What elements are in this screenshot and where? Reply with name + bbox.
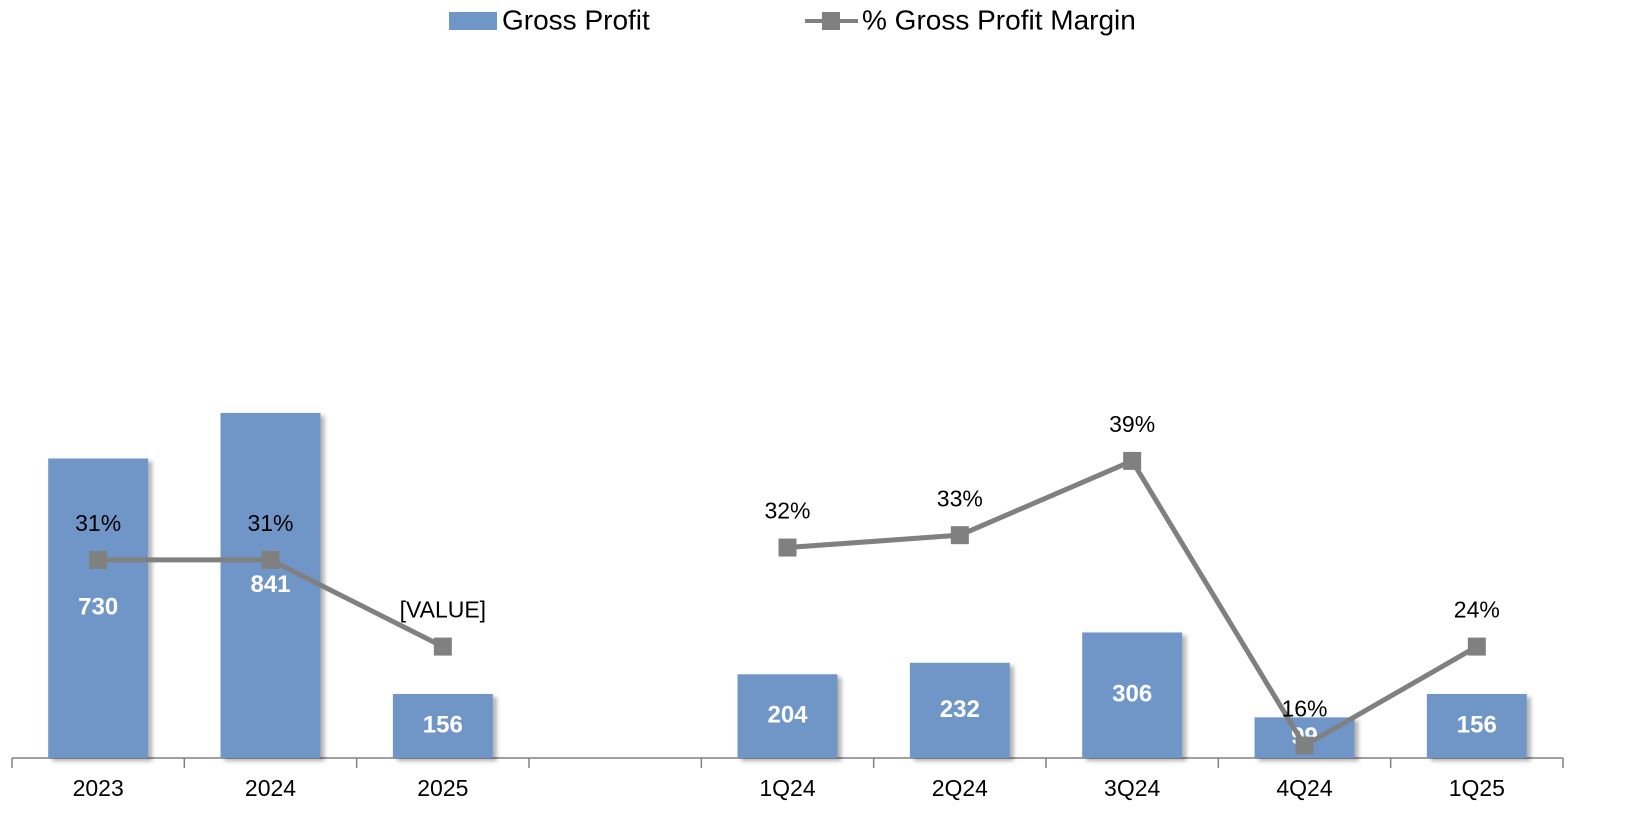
- line-value-label: [VALUE]: [400, 597, 487, 623]
- line-value-label: 31%: [247, 510, 293, 536]
- x-tick-label: 2023: [73, 775, 124, 801]
- bar-value-label: 204: [767, 701, 808, 728]
- bar: [392, 693, 493, 758]
- bar-value-label: 156: [1457, 711, 1497, 738]
- bar: [909, 662, 1010, 758]
- bar-value-label: 156: [423, 711, 463, 738]
- bar: [737, 674, 838, 758]
- line-marker: [1295, 736, 1314, 755]
- line-marker: [433, 637, 452, 656]
- bar: [1426, 693, 1527, 758]
- legend-label: Gross Profit: [502, 4, 650, 35]
- legend-label: % Gross Profit Margin: [862, 4, 1136, 35]
- bar: [1082, 632, 1183, 758]
- x-tick-label: 2Q24: [932, 775, 988, 801]
- legend-swatch: [449, 12, 497, 30]
- bar-value-label: 306: [1112, 681, 1152, 708]
- line-value-label: 32%: [764, 498, 810, 524]
- x-tick-label: 2025: [417, 775, 468, 801]
- bar-value-label: 232: [940, 696, 980, 723]
- bar: [48, 458, 149, 758]
- line-value-label: 39%: [1109, 411, 1155, 437]
- x-tick-label: 1Q25: [1449, 775, 1505, 801]
- line-value-label: 16%: [1281, 696, 1327, 722]
- x-tick-label: 4Q24: [1276, 775, 1332, 801]
- line-marker: [1467, 637, 1486, 656]
- bar: [220, 412, 321, 758]
- line-marker: [261, 550, 280, 569]
- line-value-label: 31%: [75, 510, 121, 536]
- line-marker: [778, 538, 797, 557]
- x-tick-label: 3Q24: [1104, 775, 1160, 801]
- line-marker: [950, 526, 969, 545]
- bar-value-label: 730: [78, 594, 118, 621]
- x-tick-label: 2024: [245, 775, 296, 801]
- line-value-label: 33%: [937, 485, 983, 511]
- line-marker: [1123, 451, 1142, 470]
- line-marker: [89, 550, 108, 569]
- x-tick-label: 1Q24: [759, 775, 815, 801]
- legend-marker: [822, 12, 840, 30]
- bar-value-label: 841: [250, 571, 290, 598]
- line-value-label: 24%: [1454, 597, 1500, 623]
